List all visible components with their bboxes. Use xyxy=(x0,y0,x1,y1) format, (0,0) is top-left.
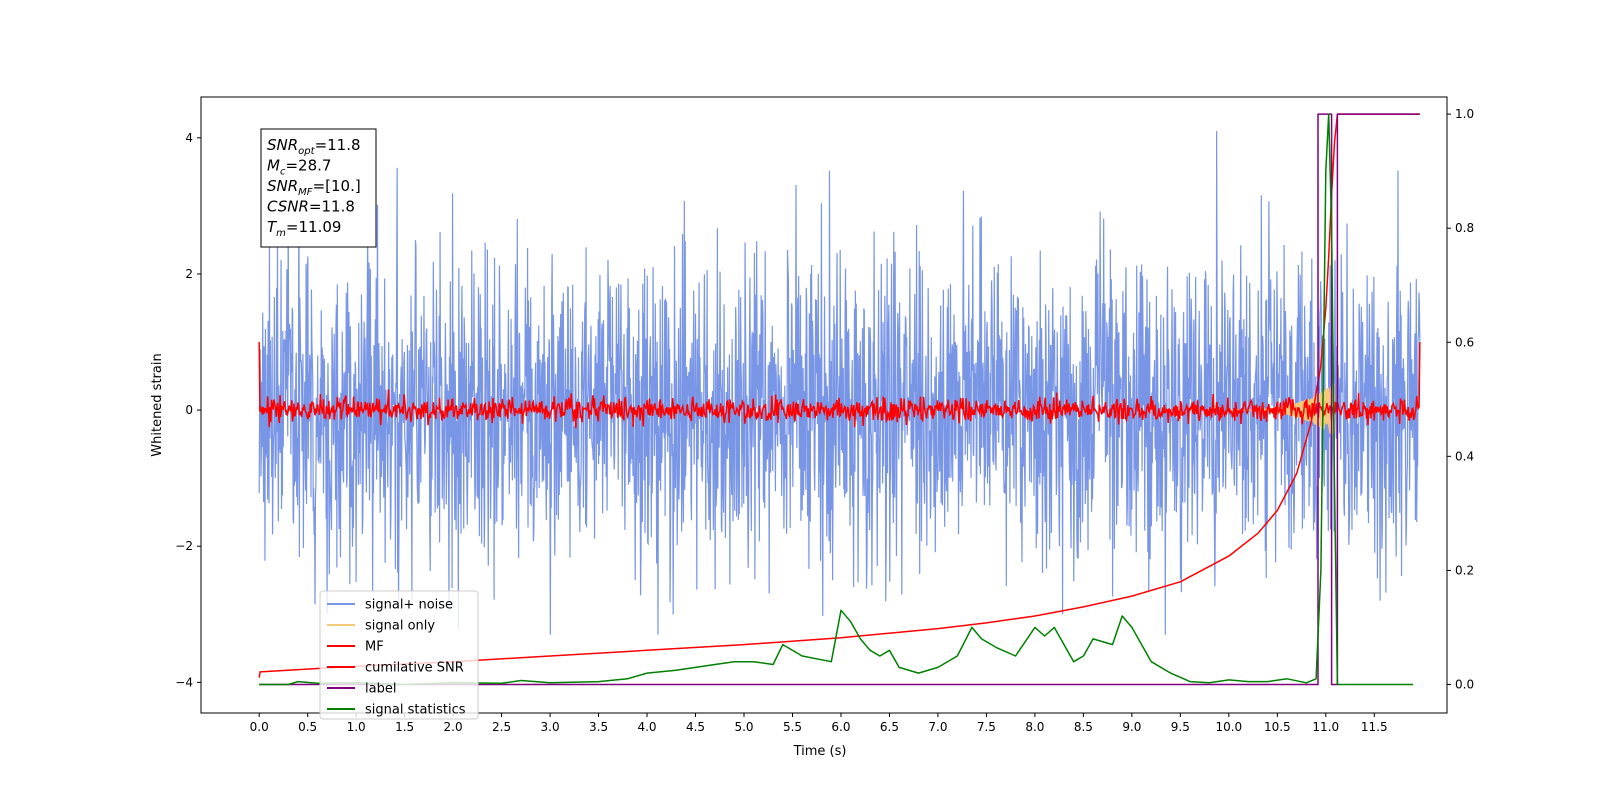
x-tick-label: 6.0 xyxy=(831,720,850,734)
legend: signal+ noise signal only MF cumilative SNR… xyxy=(319,590,479,720)
x-tick-label: 7.0 xyxy=(928,720,947,734)
x-tick-label: 11.0 xyxy=(1312,720,1339,734)
x-tick-label: 5.5 xyxy=(783,720,802,734)
series-label xyxy=(259,113,1420,686)
x-tick-label: 8.0 xyxy=(1025,720,1044,734)
x-tick-label: 9.0 xyxy=(1122,720,1141,734)
y2-tick-label: 0.6 xyxy=(1455,335,1474,349)
y2-tick-label: 0.4 xyxy=(1455,449,1474,463)
y-tick-label: −2 xyxy=(175,539,193,553)
x-tick-label: 2.0 xyxy=(444,720,463,734)
y-tick-label: −4 xyxy=(175,675,193,689)
x-tick-label: 2.5 xyxy=(492,720,511,734)
x-tick-label: 4.0 xyxy=(637,720,656,734)
legend-label: cumilative SNR xyxy=(365,661,464,676)
y2-tick-label: 0.2 xyxy=(1455,563,1474,577)
y2-tick-label: 0.8 xyxy=(1455,221,1474,235)
annotation-line: SNRMF=[10.] xyxy=(267,177,361,198)
x-tick-label: 10.0 xyxy=(1215,720,1242,734)
y-axis-label: Whitened strain xyxy=(150,353,165,456)
x-tick-label: 6.5 xyxy=(880,720,899,734)
series-mf xyxy=(258,342,1421,429)
legend-label: MF xyxy=(365,640,384,655)
y2-tick-label: 1.0 xyxy=(1455,107,1474,121)
x-tick-label: 1.5 xyxy=(395,720,414,734)
annotation-line: SNRopt=11.8 xyxy=(267,136,361,157)
x-tick-label: 4.5 xyxy=(686,720,705,734)
x-axis-label: Time (s) xyxy=(793,744,847,759)
y-tick-label: 4 xyxy=(185,131,193,145)
x-tick-label: 8.5 xyxy=(1074,720,1093,734)
x-tick-label: 10.5 xyxy=(1264,720,1291,734)
annotation-line: Tm=11.09 xyxy=(267,218,341,239)
x-tick-label: 7.5 xyxy=(977,720,996,734)
legend-label: signal+ noise xyxy=(365,598,453,613)
legend-label: signal statistics xyxy=(365,703,466,718)
x-tick-label: 5.0 xyxy=(734,720,753,734)
x-tick-label: 0.0 xyxy=(250,720,269,734)
x-tick-label: 3.0 xyxy=(541,720,560,734)
y2-tick-label: 0.0 xyxy=(1455,677,1474,691)
legend-label: label xyxy=(365,682,396,697)
x-tick-label: 11.5 xyxy=(1361,720,1388,734)
x-tick-label: 3.5 xyxy=(589,720,608,734)
series-signal-statistics xyxy=(259,113,1414,686)
y-tick-label: 0 xyxy=(185,403,193,417)
legend-label: signal only xyxy=(365,619,435,634)
x-tick-label: 9.5 xyxy=(1171,720,1190,734)
series-signal-noise xyxy=(258,131,1421,635)
series-cumulative-snr xyxy=(258,113,1420,678)
annotation-frame xyxy=(260,128,377,248)
x-tick-label: 0.5 xyxy=(298,720,317,734)
y-tick-label: 2 xyxy=(185,267,193,281)
annotation-line: CSNR=11.8 xyxy=(267,198,355,216)
annotation-line: Mc=28.7 xyxy=(267,157,331,178)
plot-frame xyxy=(200,96,1448,714)
x-tick-label: 1.0 xyxy=(347,720,366,734)
legend-frame xyxy=(319,590,479,720)
